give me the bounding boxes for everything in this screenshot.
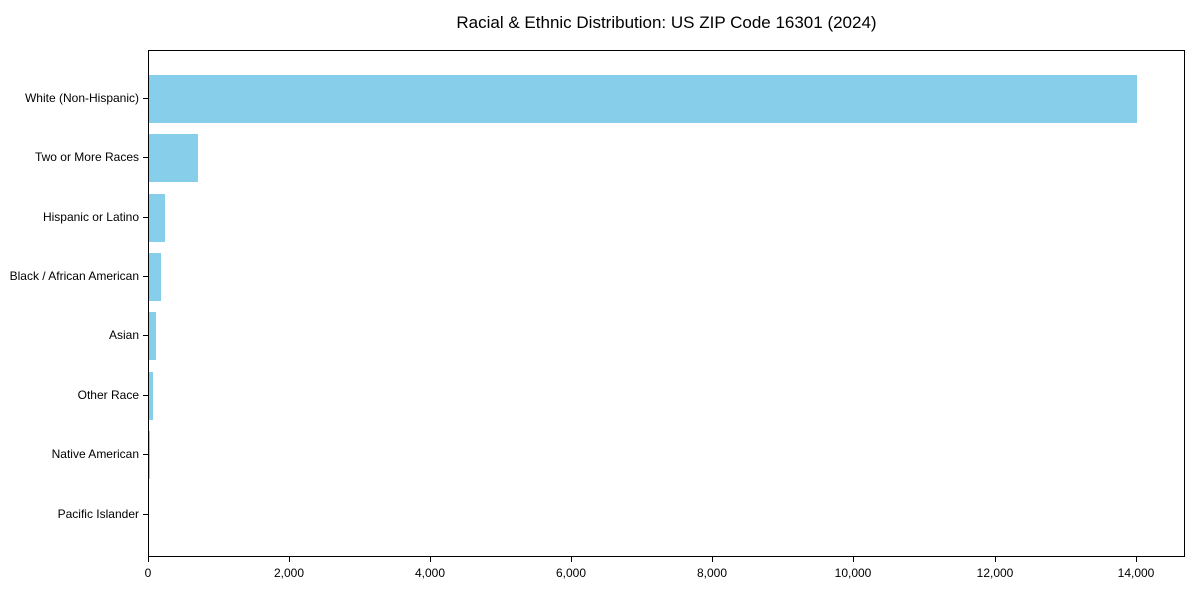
y-tick-mark: [143, 216, 148, 218]
x-tick-label: 4,000: [414, 566, 446, 580]
x-tick-label: 2,000: [273, 566, 305, 580]
bar: [149, 193, 165, 242]
x-tick-label: 12,000: [976, 566, 1014, 580]
y-tick-label: Hispanic or Latino: [42, 209, 139, 224]
y-tick-mark: [143, 513, 148, 515]
x-tick-label: 0: [144, 566, 152, 580]
y-tick-label: Other Race: [77, 387, 139, 402]
x-tick-label: 6,000: [555, 566, 587, 580]
y-tick-label: Two or More Races: [34, 150, 139, 165]
bar: [149, 371, 153, 420]
y-tick-mark: [143, 275, 148, 277]
y-tick-mark: [143, 97, 148, 99]
chart-title: Racial & Ethnic Distribution: US ZIP Cod…: [456, 13, 877, 32]
bar: [149, 431, 150, 480]
plot-area: [148, 50, 1185, 557]
x-tick-mark: [995, 557, 996, 562]
y-tick-label: Black / African American: [9, 268, 139, 283]
x-tick-mark: [1136, 557, 1137, 562]
x-tick-label: 10,000: [834, 566, 872, 580]
bar: [149, 252, 161, 301]
x-tick-mark: [148, 557, 149, 562]
x-tick-mark: [430, 557, 431, 562]
bar: [149, 312, 156, 361]
bar: [149, 134, 198, 183]
x-tick-label: 14,000: [1117, 566, 1155, 580]
y-tick-mark: [143, 454, 148, 456]
y-tick-label: Pacific Islander: [57, 506, 139, 521]
y-tick-mark: [143, 335, 148, 337]
bar: [149, 74, 1137, 123]
y-tick-label: White (Non-Hispanic): [24, 90, 139, 105]
x-tick-mark: [571, 557, 572, 562]
x-tick-label: 8,000: [696, 566, 728, 580]
y-tick-mark: [143, 394, 148, 396]
y-tick-label: Asian: [108, 328, 139, 343]
x-tick-mark: [853, 557, 854, 562]
y-tick-label: Native American: [51, 447, 139, 462]
x-tick-mark: [289, 557, 290, 562]
y-tick-mark: [143, 157, 148, 159]
x-tick-mark: [712, 557, 713, 562]
